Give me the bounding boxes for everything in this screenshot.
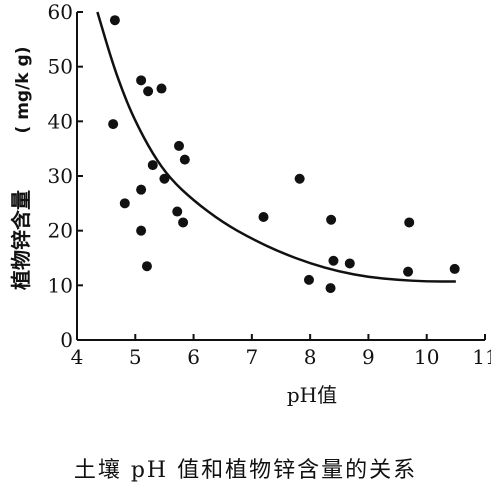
y-tick-label: 0 xyxy=(60,328,73,352)
data-point xyxy=(326,214,337,225)
figure-caption: 土壤 pH 值和植物锌含量的关系 xyxy=(73,458,418,483)
y-tick-label: 40 xyxy=(48,109,73,133)
x-tick-label: 9 xyxy=(362,345,375,369)
plot-area: 4 5 6 7 8 9 10 11 0 10 20 30 40 50 60 xyxy=(48,0,491,369)
data-point xyxy=(159,173,170,184)
data-point xyxy=(156,83,167,94)
x-tick-label: 10 xyxy=(414,345,439,369)
data-point xyxy=(258,212,269,222)
data-point xyxy=(303,274,314,285)
x-tick-label: 8 xyxy=(304,345,317,369)
data-point xyxy=(294,173,305,184)
data-point xyxy=(143,86,154,97)
x-axis-label: pH值 xyxy=(287,383,337,407)
trend-curve xyxy=(96,11,456,283)
data-point xyxy=(141,261,152,272)
data-point xyxy=(109,15,120,26)
data-point xyxy=(136,184,147,195)
data-point xyxy=(449,263,460,274)
data-point xyxy=(108,119,119,130)
x-tick-label: 7 xyxy=(245,345,258,369)
data-point xyxy=(119,198,130,209)
y-tick-label: 60 xyxy=(48,0,73,24)
data-point xyxy=(328,255,339,266)
y-tick-label: 30 xyxy=(48,164,73,188)
y-axis-label: 植物锌含量 xyxy=(9,190,33,290)
data-point xyxy=(179,154,190,165)
x-tick-label: 6 xyxy=(187,345,200,369)
y-tick-label: 50 xyxy=(48,55,73,79)
data-point xyxy=(403,266,414,277)
data-point xyxy=(174,140,184,151)
y-axis-unit-label: ( mg/k g) xyxy=(13,47,33,134)
data-point xyxy=(344,258,355,269)
y-tick-label: 20 xyxy=(48,219,73,243)
x-tick-label: 11 xyxy=(472,345,491,369)
data-point xyxy=(404,217,415,228)
x-tick-label: 4 xyxy=(71,345,84,369)
data-point xyxy=(136,75,147,86)
y-tick-label: 10 xyxy=(48,273,73,297)
data-point xyxy=(178,217,189,228)
data-point xyxy=(172,206,183,217)
x-tick-label: 5 xyxy=(129,345,142,369)
data-point xyxy=(136,225,147,236)
data-point xyxy=(147,160,158,171)
data-point xyxy=(325,283,336,294)
